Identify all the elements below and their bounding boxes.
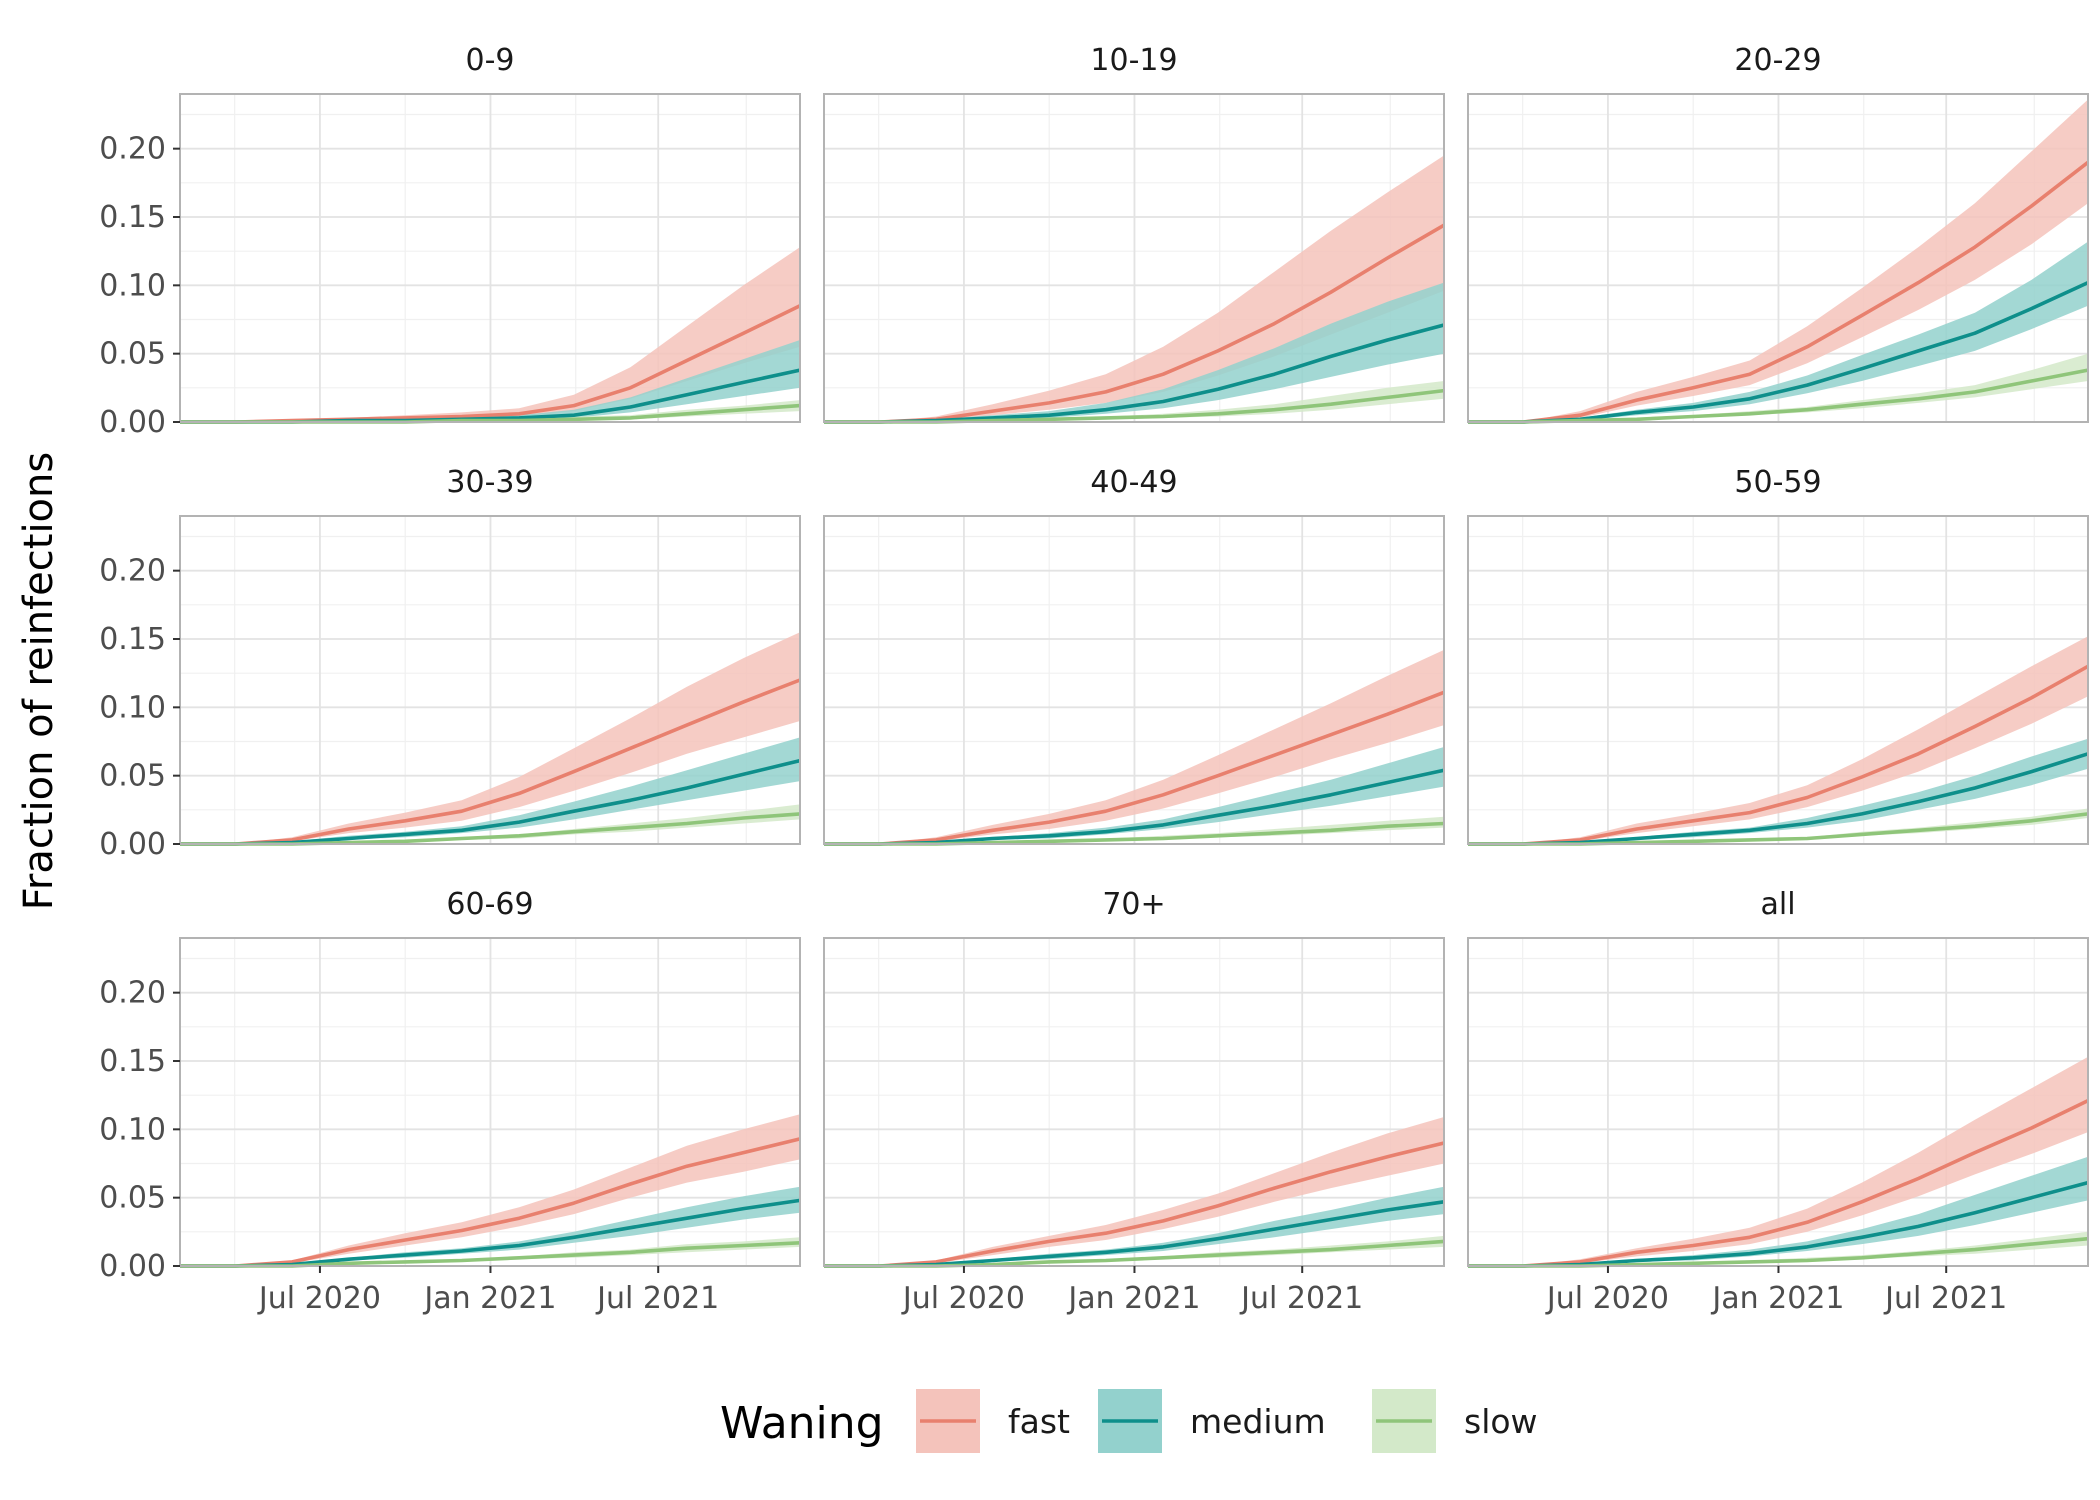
facet-strip-label: 10-19 bbox=[1090, 43, 1177, 78]
facet-panel: 20-29 bbox=[1467, 43, 2090, 424]
series-line-fast bbox=[1468, 160, 2090, 424]
ribbon-fast bbox=[180, 247, 800, 422]
panel-border bbox=[1467, 515, 2089, 845]
ribbon-medium bbox=[1468, 241, 2088, 422]
facet-strip-label: all bbox=[1760, 887, 1795, 922]
ribbon-medium bbox=[180, 340, 800, 422]
facet-panels: 0-9 0.00 0.05 0.10 0.15 0.20 10-19 20-29 30-39 0.… bbox=[99, 43, 2090, 1316]
series-line-fast bbox=[180, 678, 801, 846]
y-tick-label: 0.15 bbox=[99, 200, 166, 235]
facet-panel: 40-49 bbox=[823, 465, 1445, 846]
x-tick-label: Jul 2021 bbox=[1239, 1281, 1363, 1316]
y-tick-label: 0.05 bbox=[99, 1181, 166, 1216]
y-tick-label: 0.00 bbox=[99, 1249, 166, 1284]
ribbon-fast bbox=[824, 155, 1444, 422]
legend-title: Waning bbox=[720, 1398, 884, 1449]
y-tick-label: 0.20 bbox=[99, 554, 166, 589]
y-tick-label: 0.10 bbox=[99, 268, 166, 303]
x-tick-label: Jul 2020 bbox=[901, 1281, 1025, 1316]
y-axis-title: Fraction of reinfections bbox=[16, 452, 62, 910]
ribbon-fast bbox=[1468, 1056, 2088, 1266]
series-line-fast bbox=[824, 690, 1445, 846]
series-line-fast bbox=[1468, 1098, 2089, 1268]
ribbon-fast bbox=[1468, 99, 2088, 422]
y-tick-label: 0.10 bbox=[99, 1112, 166, 1147]
ribbon-medium bbox=[824, 282, 1444, 422]
series-line-fast bbox=[824, 1141, 1445, 1268]
legend-label: medium bbox=[1190, 1402, 1326, 1441]
ribbon-fast bbox=[824, 649, 1444, 844]
y-tick-label: 0.05 bbox=[99, 337, 166, 372]
y-tick-label: 0.10 bbox=[99, 690, 166, 725]
panel-border bbox=[823, 515, 1445, 845]
panel-border bbox=[1467, 93, 2089, 423]
y-tick-label: 0.05 bbox=[99, 759, 166, 794]
series-line-fast bbox=[180, 1137, 801, 1268]
series-line-slow bbox=[1468, 368, 2089, 424]
legend-item-fast: fast bbox=[916, 1389, 1070, 1453]
ribbon-medium bbox=[180, 1186, 800, 1266]
legend: Waning fast medium slow bbox=[720, 1389, 1538, 1453]
x-tick-label: Jan 2021 bbox=[1066, 1281, 1200, 1316]
facet-strip-label: 30-39 bbox=[446, 465, 533, 500]
panel-border bbox=[823, 93, 1445, 423]
panel-border bbox=[179, 515, 801, 845]
facet-strip-label: 40-49 bbox=[1090, 465, 1177, 500]
legend-label: fast bbox=[1008, 1402, 1070, 1441]
ribbon-medium bbox=[1468, 1156, 2088, 1266]
legend-keys: fast medium slow bbox=[916, 1389, 1538, 1453]
x-tick-label: Jul 2020 bbox=[257, 1281, 381, 1316]
facet-panel: 30-39 0.00 0.05 0.10 0.15 0.20 bbox=[99, 465, 801, 862]
facet-strip-label: 20-29 bbox=[1734, 43, 1821, 78]
facet-strip-label: 60-69 bbox=[446, 887, 533, 922]
y-tick-label: 0.20 bbox=[99, 976, 166, 1011]
x-tick-label: Jul 2021 bbox=[1883, 1281, 2007, 1316]
ribbon-fast bbox=[1468, 636, 2088, 844]
y-tick-label: 0.00 bbox=[99, 827, 166, 862]
panel-border bbox=[179, 93, 801, 423]
y-tick-label: 0.15 bbox=[99, 622, 166, 657]
legend-item-slow: slow bbox=[1372, 1389, 1538, 1453]
x-tick-label: Jul 2021 bbox=[595, 1281, 719, 1316]
facet-panel: 10-19 bbox=[823, 43, 1445, 424]
facet-panel: 60-69 0.00 0.05 0.10 0.15 0.20 Jul 2020 Jan 202… bbox=[99, 887, 801, 1316]
y-tick-label: 0.15 bbox=[99, 1044, 166, 1079]
series-line-fast bbox=[1468, 664, 2089, 846]
y-tick-label: 0.20 bbox=[99, 132, 166, 167]
legend-label: slow bbox=[1464, 1402, 1538, 1441]
facet-strip-label: 70+ bbox=[1102, 887, 1165, 922]
ribbon-slow bbox=[824, 381, 1444, 422]
y-tick-label: 0.00 bbox=[99, 405, 166, 440]
x-tick-label: Jul 2020 bbox=[1545, 1281, 1669, 1316]
facet-panel: 0-9 0.00 0.05 0.10 0.15 0.20 bbox=[99, 43, 801, 440]
facet-strip-label: 50-59 bbox=[1734, 465, 1821, 500]
facet-panel: all Jul 2020 Jan 2021 Jul 2021 bbox=[1467, 887, 2089, 1316]
facet-strip-label: 0-9 bbox=[466, 43, 515, 78]
legend-item-medium: medium bbox=[1098, 1389, 1326, 1453]
ribbon-slow bbox=[1468, 353, 2088, 422]
x-tick-label: Jan 2021 bbox=[1710, 1281, 1844, 1316]
x-tick-label: Jan 2021 bbox=[422, 1281, 556, 1316]
facet-panel: 50-59 bbox=[1467, 465, 2089, 846]
facet-panel: 70+ Jul 2020 Jan 2021 Jul 2021 bbox=[823, 887, 1445, 1316]
